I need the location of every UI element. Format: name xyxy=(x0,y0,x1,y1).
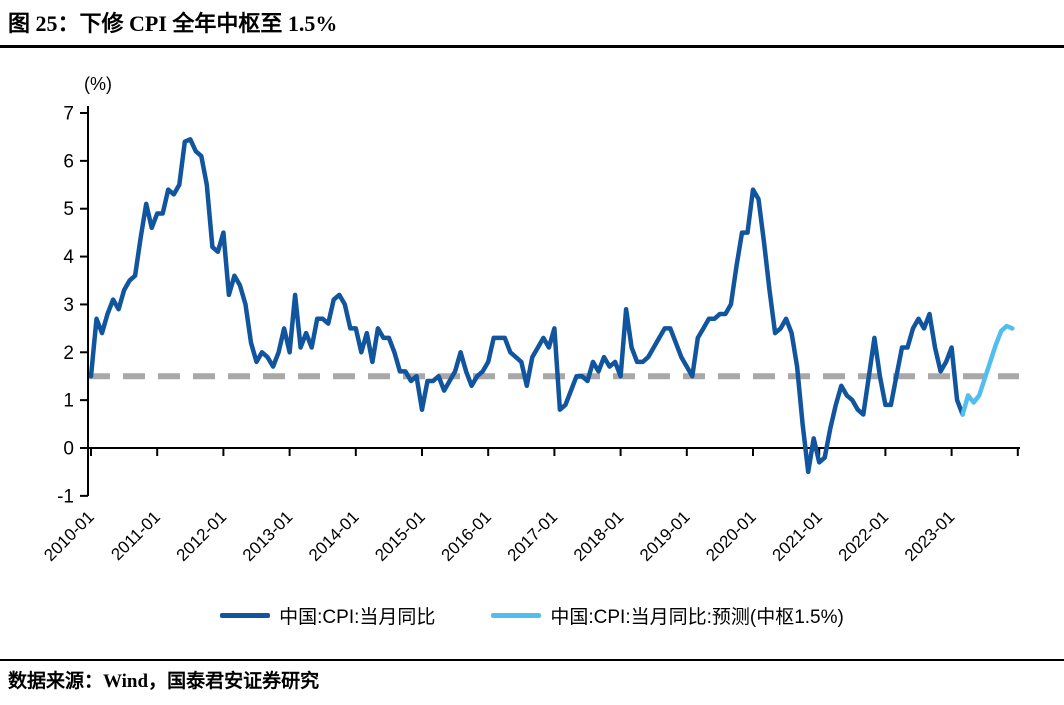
y-axis-tick-label: 5 xyxy=(63,199,74,220)
x-axis-tick-label: 2019-01 xyxy=(636,507,694,565)
x-axis-tick-label: 2022-01 xyxy=(835,507,893,565)
forecast-cpi-line xyxy=(960,323,1015,417)
actual-cpi-line xyxy=(88,137,965,475)
chart-canvas: (%) 7 6 5 4 3 2 1 0 -1 2010-01 2011-01 2012-01 2013… xyxy=(40,74,1020,565)
x-axis-tick-label: 2013-01 xyxy=(239,507,297,565)
legend-label-actual: 中国:CPI:当月同比 xyxy=(279,606,436,628)
legend-item-actual: 中国:CPI:当月同比 xyxy=(220,602,435,629)
y-axis-tick-label: 4 xyxy=(63,247,74,268)
figure-title: 图 25：下修 CPI 全年中枢至 1.5% xyxy=(8,11,338,36)
x-axis-tick-label: 2020-01 xyxy=(702,507,760,565)
y-axis-tick-label: 6 xyxy=(63,151,74,172)
x-axis-tick-label: 2012-01 xyxy=(173,507,231,565)
x-axis-tick-label: 2014-01 xyxy=(305,507,363,565)
footer-divider xyxy=(0,659,1064,661)
y-axis-unit-label: (%) xyxy=(84,74,112,94)
x-axis-tick-label: 2016-01 xyxy=(437,507,495,565)
x-axis-tick-label: 2018-01 xyxy=(570,507,628,565)
legend-label-forecast: 中国:CPI:当月同比:预测(中枢1.5%) xyxy=(550,606,844,628)
y-axis-tick-label: 1 xyxy=(63,391,74,412)
x-axis-tick-label: 2021-01 xyxy=(768,507,826,565)
x-axis-tick-label: 2011-01 xyxy=(107,507,164,564)
data-source-note: 数据来源：Wind，国泰君安证券研究 xyxy=(8,671,320,692)
reference-line-1-5pct xyxy=(88,373,1019,387)
y-axis-tick-label: -1 xyxy=(57,486,74,507)
legend-item-forecast: 中国:CPI:当月同比:预测(中枢1.5%) xyxy=(491,602,844,629)
x-axis-tick-label: 2015-01 xyxy=(371,507,429,565)
forecast-line-swatch xyxy=(491,612,542,618)
y-axis-tick-label: 7 xyxy=(63,104,74,125)
x-axis-tick-label: 2017-01 xyxy=(504,507,562,565)
y-axis-tick-label: 2 xyxy=(63,343,74,364)
y-axis-tick-label: 3 xyxy=(63,295,74,316)
y-axis-tick-label: 0 xyxy=(63,439,74,460)
y-axis: (%) 7 6 5 4 3 2 1 0 -1 xyxy=(57,74,112,507)
cpi-line-chart: (%) 7 6 5 4 3 2 1 0 -1 2010-01 2011-01 2012-01 2013… xyxy=(0,48,1064,601)
x-axis-tick-label: 2023-01 xyxy=(901,507,959,565)
title-divider xyxy=(0,45,1064,48)
x-axis: 2010-01 2011-01 2012-01 2013-01 2014-01 2015-… xyxy=(40,447,1020,565)
x-axis-tick-label: 2010-01 xyxy=(40,507,98,565)
chart-legend: 中国:CPI:当月同比 中国:CPI:当月同比:预测(中枢1.5%) xyxy=(0,601,1064,629)
actual-line-swatch xyxy=(220,612,271,618)
